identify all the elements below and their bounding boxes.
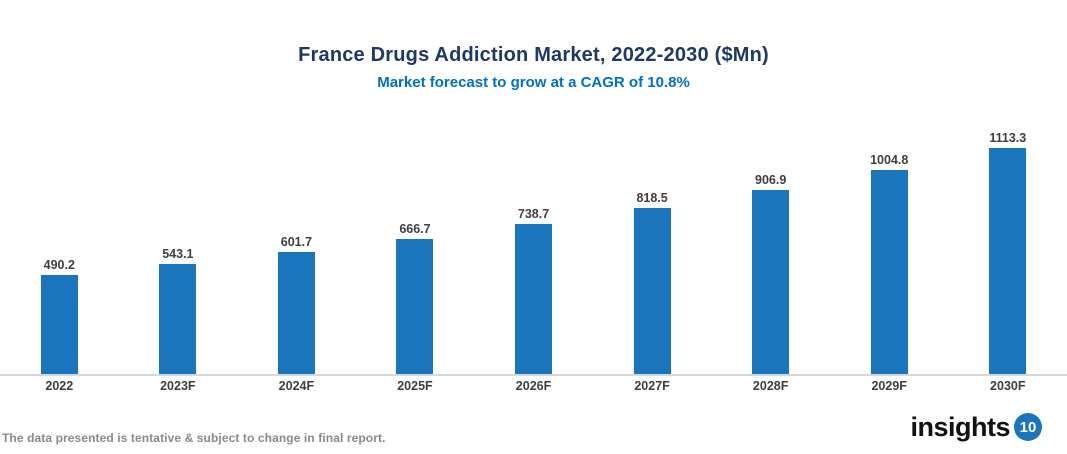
bar-chart-plot-area: 490.2 543.1 601.7 666.7 738.7 818.5 906.9 1004.… <box>0 120 1067 376</box>
logo-number-badge: 10 <box>1014 413 1042 441</box>
bar <box>515 224 553 374</box>
chart-header: France Drugs Addiction Market, 2022-2030… <box>0 44 1067 91</box>
x-axis-tick-label: 2028F <box>752 379 789 393</box>
logo-wordmark: insights <box>910 411 1010 442</box>
bar-column-2028F: 906.9 <box>711 173 830 374</box>
bar-value-label: 666.7 <box>399 221 431 236</box>
chart-subtitle: Market forecast to grow at a CAGR of 10.… <box>377 74 690 91</box>
x-axis-tick-label: 2030F <box>990 379 1026 393</box>
bar <box>159 263 197 374</box>
bar-value-label: 818.5 <box>636 190 668 205</box>
x-axis-tick-label: 2026F <box>515 379 552 393</box>
disclaimer-text: The data presented is tentative & subjec… <box>2 431 386 445</box>
chart-title: France Drugs Addiction Market, 2022-2030… <box>298 44 769 66</box>
bar-value-label: 1004.8 <box>870 153 909 167</box>
bar <box>870 170 908 374</box>
bar-value-label: 738.7 <box>517 207 550 221</box>
bar <box>752 189 790 374</box>
x-axis-tick-label: 2025F <box>397 379 433 393</box>
bar-column-2025F: 666.7 <box>356 222 475 374</box>
x-axis-labels: 2022 2023F 2024F 2025F 2026F 2027F 2028F 2029F 2… <box>0 379 1067 393</box>
bar <box>40 274 78 374</box>
bar-value-label: 543.1 <box>162 246 194 261</box>
bar <box>989 148 1027 374</box>
bar-value-label: 1113.3 <box>989 131 1027 145</box>
bar-column-2030F: 1113.3 <box>949 131 1067 374</box>
x-axis-tick-label: 2029F <box>871 379 907 393</box>
bar-column-2022: 490.2 <box>0 257 119 374</box>
bar-value-label: 490.2 <box>43 257 75 272</box>
x-axis-tick-label: 2022 <box>45 379 74 393</box>
x-axis-tick-label: 2027F <box>634 379 670 393</box>
bar-value-label: 906.9 <box>755 172 787 187</box>
bar-column-2026F: 738.7 <box>474 207 593 374</box>
bar <box>633 207 671 374</box>
bar-column-2027F: 818.5 <box>593 191 712 374</box>
bar-column-2023F: 543.1 <box>119 247 238 374</box>
x-axis-tick-label: 2023F <box>160 379 196 393</box>
bar <box>396 238 434 374</box>
bar <box>277 251 315 374</box>
bar-column-2029F: 1004.8 <box>830 153 949 374</box>
bar-column-2024F: 601.7 <box>237 235 356 374</box>
bar-value-label: 601.7 <box>280 234 313 249</box>
x-axis-tick-label: 2024F <box>278 379 315 393</box>
insights10-logo: insights 10 <box>910 413 1042 441</box>
